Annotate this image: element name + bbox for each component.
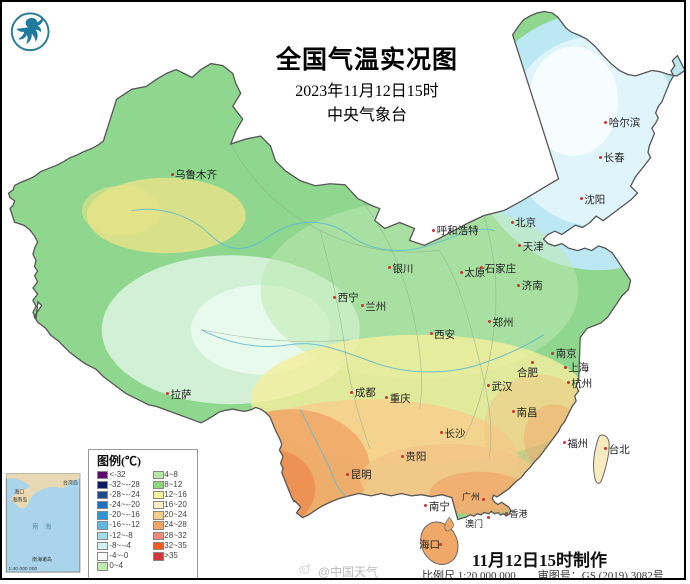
svg-text:海南岛: 海南岛 (12, 497, 27, 504)
svg-text:1:40 000 000: 1:40 000 000 (8, 566, 37, 572)
svg-text:台湾岛: 台湾岛 (63, 480, 78, 487)
svg-text:南海诸岛: 南海诸岛 (32, 556, 52, 563)
svg-text:南 海: 南 海 (32, 521, 52, 530)
svg-text:海口: 海口 (14, 489, 24, 496)
